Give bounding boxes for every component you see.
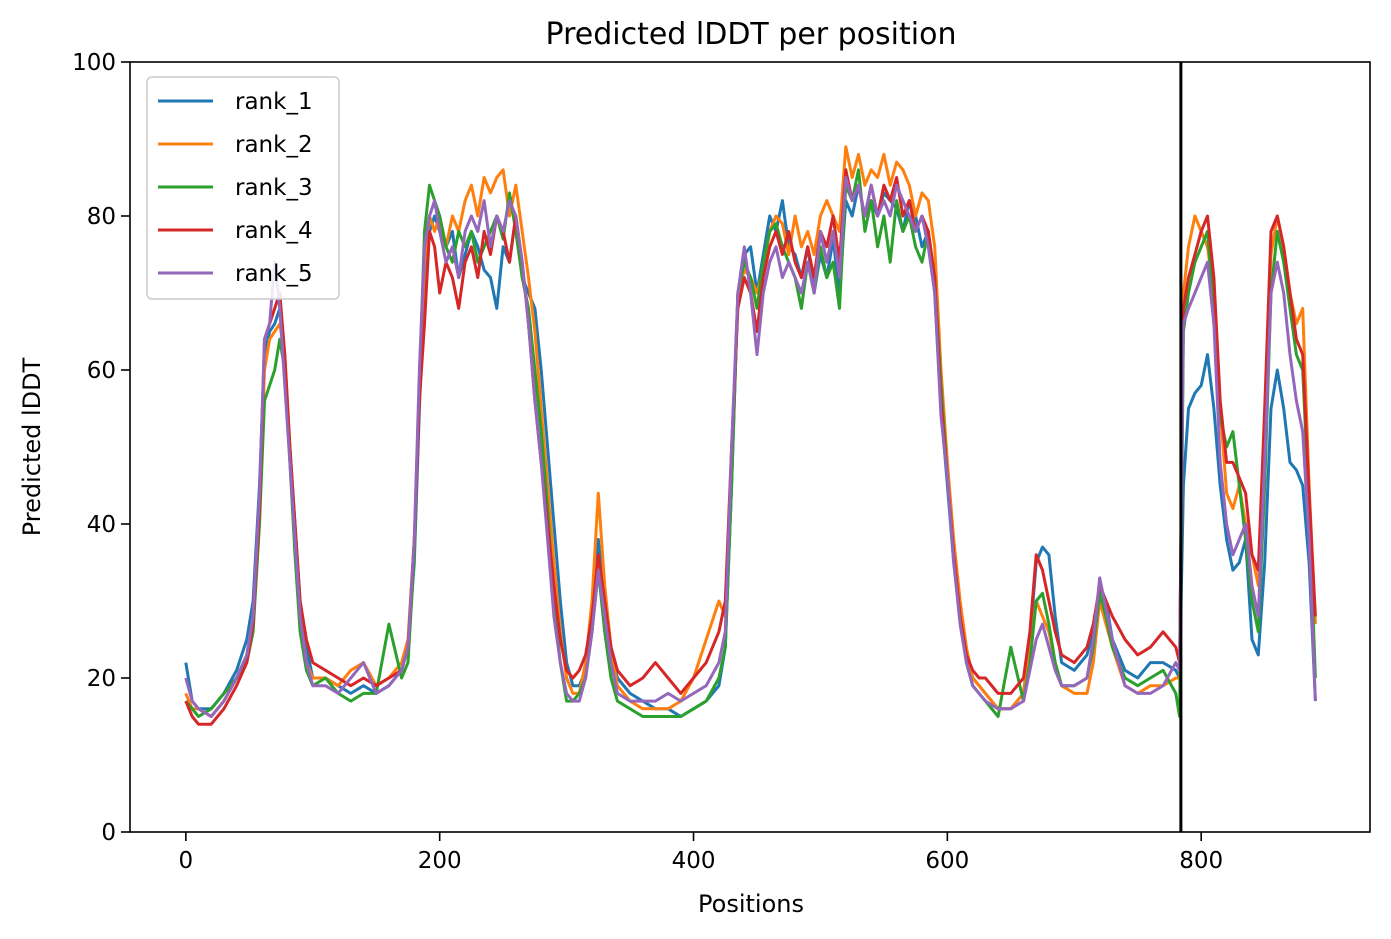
y-axis-label: Predicted lDDT [18, 357, 46, 536]
y-tick-label: 60 [87, 358, 116, 384]
x-tick-label: 800 [1179, 848, 1223, 874]
x-axis-label: Positions [698, 890, 804, 918]
y-tick-label: 100 [72, 50, 116, 76]
legend-label-rank_3: rank_3 [235, 175, 313, 201]
legend-label-rank_2: rank_2 [235, 132, 313, 158]
series-line-rank_2 [184, 145, 1317, 718]
y-tick-label: 20 [87, 666, 116, 692]
series-line-rank_3 [184, 168, 1317, 718]
legend-label-rank_5: rank_5 [235, 261, 313, 287]
x-tick-label: 600 [925, 848, 969, 874]
series-line-rank_5 [184, 176, 1317, 718]
x-tick-label: 0 [179, 848, 194, 874]
legend: rank_1 rank_2 rank_3 rank_4 rank_5 [146, 76, 340, 300]
y-tick-label: 0 [101, 820, 116, 846]
axes-frame [129, 61, 1371, 833]
y-axis-ticks: 0 20 40 60 80 100 [72, 50, 130, 846]
legend-box [146, 76, 340, 300]
y-tick-label: 40 [87, 512, 116, 538]
legend-label-rank_4: rank_4 [235, 218, 313, 244]
y-tick-label: 80 [87, 204, 116, 230]
chart-title: Predicted lDDT per position [546, 17, 957, 52]
plot-lines [184, 145, 1317, 726]
x-tick-label: 200 [418, 848, 462, 874]
x-axis-ticks: 0 200 400 600 800 [179, 832, 1223, 874]
legend-label-rank_1: rank_1 [235, 89, 313, 115]
x-tick-label: 400 [672, 848, 716, 874]
series-line-rank_1 [184, 183, 1317, 718]
